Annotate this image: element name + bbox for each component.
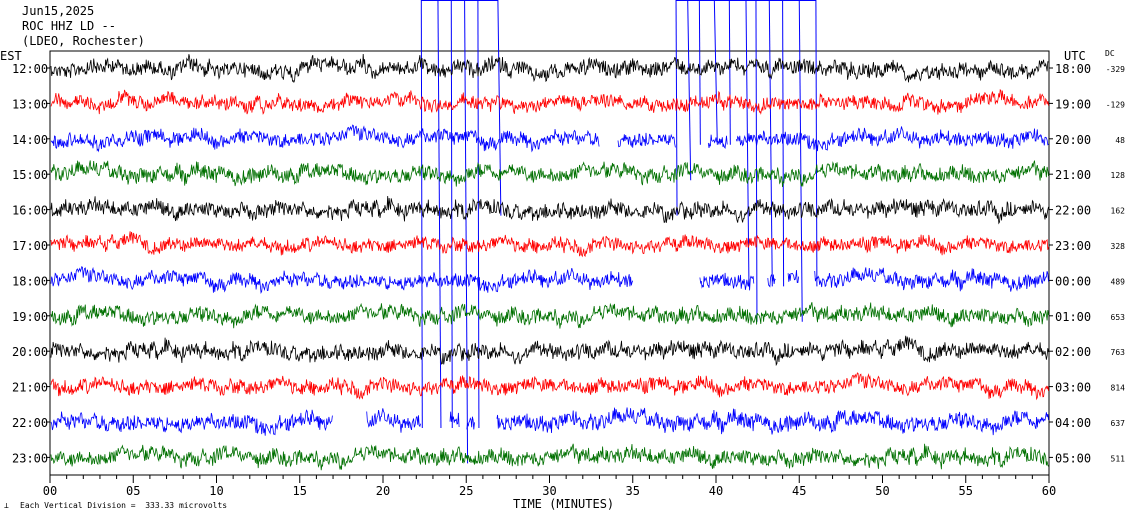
dc-value-label: 511 xyxy=(1111,454,1126,463)
event-marker-7 xyxy=(687,0,692,181)
event-marker-10 xyxy=(728,0,731,145)
dc-value-label: 128 xyxy=(1111,171,1126,180)
trace-row-1 xyxy=(50,88,1049,115)
trace-row-11 xyxy=(50,443,1049,471)
event-marker-2 xyxy=(450,0,453,429)
x-tick-label: 60 xyxy=(1042,484,1056,498)
trace-row-10 xyxy=(50,407,1049,436)
event-marker-11 xyxy=(745,0,750,287)
est-tick-label: 12:00 xyxy=(12,62,48,76)
dc-value-label: 814 xyxy=(1111,384,1126,393)
dc-label: DC xyxy=(1105,49,1115,58)
trace-row-6 xyxy=(50,265,1049,295)
trace-row-2 xyxy=(51,124,1049,153)
dc-value-label: 637 xyxy=(1111,419,1126,428)
est-tick-label: 17:00 xyxy=(12,239,48,253)
dc-value-label: 489 xyxy=(1111,277,1126,286)
est-tick-label: 23:00 xyxy=(12,451,48,465)
utc-tick-label: 19:00 xyxy=(1055,97,1091,111)
est-tick-label: 16:00 xyxy=(12,204,48,218)
dc-value-label: 763 xyxy=(1111,348,1126,357)
x-axis: 00 05 10 15 20 25 30 35 40 45 50 55 60 xyxy=(43,475,1056,498)
utc-tick-label: 20:00 xyxy=(1055,133,1091,147)
trace-row-9 xyxy=(50,372,1049,401)
plot-frame xyxy=(49,50,1050,476)
x-tick-label: 30 xyxy=(542,484,556,498)
est-tick-label: 13:00 xyxy=(12,97,48,111)
dc-value-label: 653 xyxy=(1111,313,1126,322)
est-tick-label: 20:00 xyxy=(12,345,48,359)
utc-tick-label: 00:00 xyxy=(1055,274,1091,288)
event-marker-5 xyxy=(497,0,502,216)
dc-value-label: 162 xyxy=(1111,207,1126,216)
event-marker-0 xyxy=(420,0,423,429)
utc-tick-label: 23:00 xyxy=(1055,239,1091,253)
dc-value-label: 48 xyxy=(1115,136,1125,145)
trace-row-7 xyxy=(50,302,1049,329)
est-tick-label: 22:00 xyxy=(12,416,48,430)
x-tick-label: 50 xyxy=(875,484,889,498)
dc-value-label: -329 xyxy=(1106,65,1125,74)
est-tick-label: 15:00 xyxy=(12,168,48,182)
est-tick-label: 19:00 xyxy=(12,310,48,324)
x-tick-label: 45 xyxy=(792,484,806,498)
utc-tick-label: 02:00 xyxy=(1055,345,1091,359)
x-tick-label: 25 xyxy=(459,484,473,498)
utc-tick-label: 18:00 xyxy=(1055,62,1091,76)
x-tick-label: 40 xyxy=(709,484,723,498)
plot-border xyxy=(49,50,1050,476)
trace-row-4 xyxy=(50,195,1049,225)
header-network: (LDEO, Rochester) xyxy=(22,34,145,48)
header-station: ROC HHZ LD -- xyxy=(22,19,116,33)
header-date: Jun15,2025 xyxy=(22,4,95,18)
trace-row-5 xyxy=(50,231,1049,258)
utc-tick-label: 04:00 xyxy=(1055,416,1091,430)
utc-tick-label: 05:00 xyxy=(1055,451,1091,465)
utc-tick-label: 03:00 xyxy=(1055,381,1091,395)
utc-tick-label: 01:00 xyxy=(1055,310,1091,324)
x-tick-label: 00 xyxy=(43,484,57,498)
trace-row-3 xyxy=(50,160,1049,188)
est-tick-label: 18:00 xyxy=(12,274,48,288)
event-marker-16 xyxy=(815,0,818,287)
seismic-traces xyxy=(50,53,1049,471)
seismometer-icon: ⟂ xyxy=(4,501,9,510)
event-marker-9 xyxy=(713,0,718,145)
x-tick-label: 55 xyxy=(959,484,973,498)
x-tick-label: 35 xyxy=(626,484,640,498)
dc-value-label: 328 xyxy=(1111,242,1126,251)
x-tick-label: 15 xyxy=(293,484,307,498)
x-axis-label: TIME (MINUTES) xyxy=(513,497,615,511)
event-marker-14 xyxy=(782,0,785,287)
est-tick-label: 21:00 xyxy=(12,381,48,395)
row-labels: 12:00 18:00 -329 13:00 19:00 -129 14:00 20:00 48… xyxy=(12,62,1125,465)
utc-tick-label: 21:00 xyxy=(1055,168,1091,182)
x-tick-label: 05 xyxy=(126,484,140,498)
trace-row-0 xyxy=(50,53,1049,84)
event-marker-15 xyxy=(798,0,803,322)
trace-row-8 xyxy=(50,335,1049,367)
utc-tick-label: 22:00 xyxy=(1055,204,1091,218)
scale-note: Each Vertical Division = 333.33 microvol… xyxy=(20,501,228,510)
x-tick-label: 10 xyxy=(209,484,223,498)
left-zone-label: EST xyxy=(0,49,22,63)
event-marker-12 xyxy=(755,0,758,322)
dc-value-label: -129 xyxy=(1106,100,1125,109)
right-zone-label: UTC xyxy=(1064,49,1086,63)
event-marker-4 xyxy=(477,0,480,429)
est-tick-label: 14:00 xyxy=(12,133,48,147)
x-tick-label: 20 xyxy=(376,484,390,498)
